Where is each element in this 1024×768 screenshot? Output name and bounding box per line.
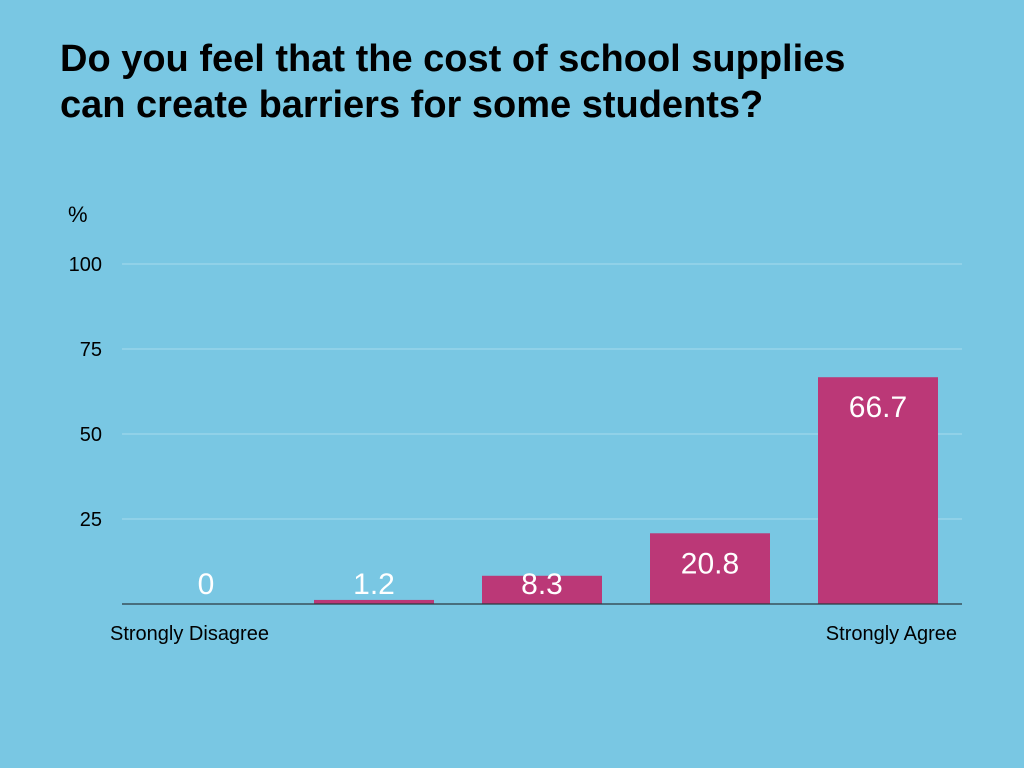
y-axis-tick-labels: 25 50 75 100 [69, 254, 102, 531]
y-tick-label: 75 [80, 339, 102, 361]
scale-right-label: Strongly Agree [826, 623, 957, 645]
bars [314, 377, 938, 604]
y-tick-label: 25 [80, 509, 102, 531]
bar [818, 377, 938, 604]
chart-title: Do you feel that the cost of school supp… [60, 36, 990, 128]
bar-value-label: 0 [198, 568, 215, 601]
bar-value-label: 8.3 [521, 568, 563, 601]
bar [650, 533, 770, 604]
chart-title-line-2: can create barriers for some students? [60, 84, 764, 126]
bar [482, 575, 602, 604]
scale-left-label: Strongly Disagree [110, 623, 269, 645]
y-tick-label: 100 [69, 254, 102, 276]
bar-value-label: 20.8 [681, 547, 739, 580]
bar [314, 599, 434, 604]
y-tick-label: 50 [80, 424, 102, 446]
bar-value-label: 66.7 [849, 391, 907, 424]
value-labels: 0 1.2 8.3 20.8 66.7 [198, 391, 908, 601]
bar-value-label: 1.2 [353, 568, 395, 601]
y-axis-label: % [68, 202, 88, 227]
chart-title-line-1: Do you feel that the cost of school supp… [60, 38, 846, 80]
